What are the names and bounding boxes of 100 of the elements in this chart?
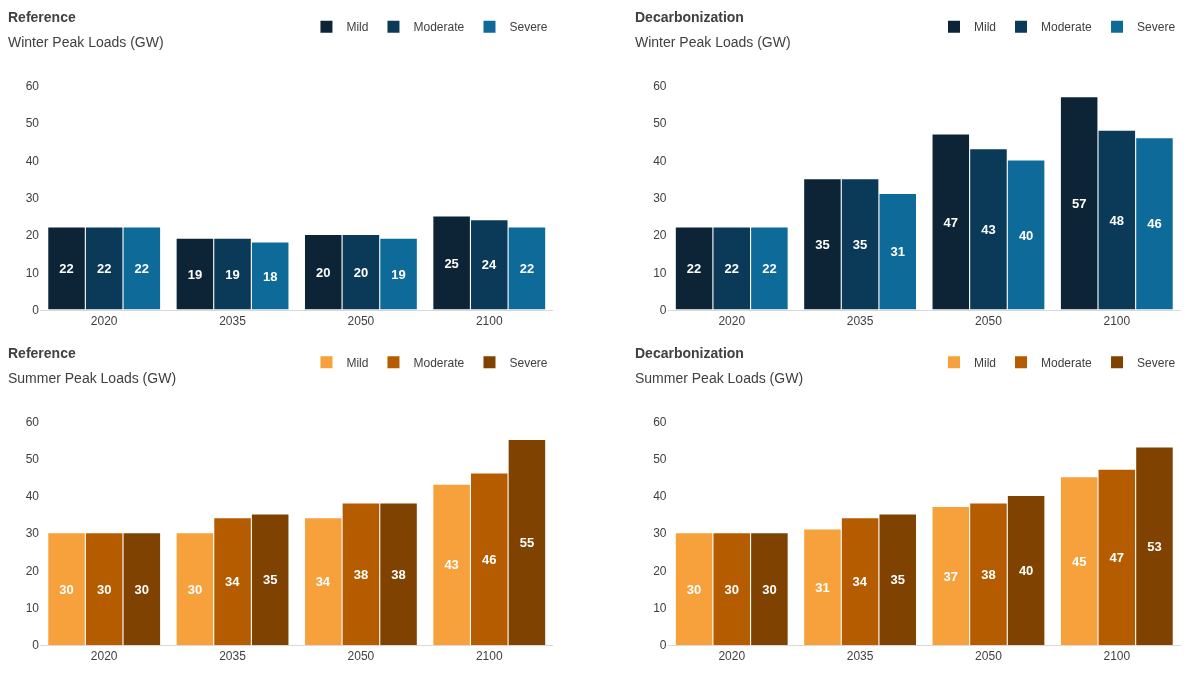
y-tick-label: 10 <box>25 600 40 615</box>
data-label: 20 <box>353 264 369 280</box>
y-tick-label: 20 <box>653 563 667 578</box>
bar <box>508 227 546 310</box>
legend-label: Severe <box>1137 20 1176 35</box>
bar <box>123 227 161 310</box>
bar <box>214 518 251 645</box>
y-tick-label: 40 <box>25 153 40 168</box>
x-tick-label: 2100 <box>475 314 503 328</box>
bar <box>433 484 470 645</box>
chart-title: Decarbonization <box>635 9 744 25</box>
legend-label: Moderate <box>1041 355 1093 370</box>
y-tick-label: 30 <box>25 526 40 541</box>
data-label: 43 <box>981 221 996 237</box>
data-label: 48 <box>1109 212 1125 228</box>
bar <box>1060 97 1098 310</box>
y-tick-label: 30 <box>25 191 40 205</box>
legend-label: Mild <box>346 20 369 35</box>
x-tick-label: 2100 <box>475 649 503 664</box>
x-tick-label: 2050 <box>975 649 1003 664</box>
bar <box>713 533 750 645</box>
y-tick-label: 40 <box>25 489 40 504</box>
data-label: 25 <box>444 255 459 271</box>
bar <box>304 518 342 645</box>
bar <box>471 473 508 645</box>
y-tick-label: 10 <box>25 265 40 280</box>
data-label: 35 <box>852 236 868 252</box>
bar <box>751 227 788 310</box>
data-label: 35 <box>815 236 830 252</box>
bar <box>380 503 417 645</box>
y-tick-label: 40 <box>653 153 667 168</box>
bar <box>932 134 970 310</box>
x-tick-label: 2050 <box>347 314 375 328</box>
data-label: 38 <box>981 566 996 582</box>
x-tick-label: 2100 <box>1103 649 1131 664</box>
data-label: 20 <box>316 264 331 280</box>
data-label: 19 <box>391 266 406 282</box>
y-tick-label: 60 <box>25 79 40 94</box>
data-label: 40 <box>1018 562 1034 578</box>
data-label: 30 <box>762 581 777 597</box>
x-tick-label: 2050 <box>975 314 1003 328</box>
data-label: 31 <box>890 244 905 260</box>
x-tick-label: 2100 <box>1103 314 1131 328</box>
bar <box>214 238 251 310</box>
bar <box>48 227 85 310</box>
data-label: 47 <box>943 214 959 230</box>
bar <box>879 194 917 310</box>
bar <box>85 533 123 645</box>
data-label: 22 <box>724 261 739 277</box>
x-tick-label: 2050 <box>347 649 375 664</box>
y-tick-label: 60 <box>653 414 667 429</box>
x-tick-label: 2020 <box>90 649 118 664</box>
data-label: 57 <box>1071 195 1087 211</box>
data-label: 45 <box>1071 553 1087 569</box>
bar <box>304 235 342 310</box>
data-label: 35 <box>890 572 905 588</box>
data-label: 24 <box>481 257 497 273</box>
bar <box>841 518 879 645</box>
data-label: 35 <box>262 572 278 588</box>
legend-label: Severe <box>1137 355 1176 370</box>
chart-subtitle: Summer Peak Loads (GW) <box>635 370 804 386</box>
x-tick-label: 2035 <box>846 649 874 664</box>
legend-label: Severe <box>509 20 548 35</box>
data-label: 38 <box>353 566 369 582</box>
bar <box>123 533 161 645</box>
data-label: 46 <box>1147 216 1162 232</box>
x-tick-label: 2020 <box>718 649 746 664</box>
chart-subtitle: Winter Peak Loads (GW) <box>635 34 791 50</box>
data-label: 31 <box>815 579 830 595</box>
data-label: 40 <box>1018 227 1034 243</box>
bar <box>1098 469 1136 645</box>
bar <box>932 507 970 645</box>
chart-subtitle: Summer Peak Loads (GW) <box>8 370 177 386</box>
data-label: 53 <box>1147 538 1162 554</box>
data-label: 22 <box>59 261 74 277</box>
bar <box>841 179 879 310</box>
legend-label: Moderate <box>1041 20 1093 35</box>
legend-label: Moderate <box>413 20 465 35</box>
data-label: 30 <box>686 581 702 597</box>
bar <box>1098 130 1136 310</box>
data-label: 30 <box>187 581 203 597</box>
bar <box>251 514 289 645</box>
y-tick-label: 30 <box>653 526 667 541</box>
x-tick-label: 2035 <box>846 314 874 328</box>
y-tick-label: 0 <box>659 638 667 653</box>
bar <box>471 220 508 310</box>
data-label: 47 <box>1109 549 1125 565</box>
bar <box>342 235 380 310</box>
x-tick-label: 2035 <box>219 314 247 328</box>
x-tick-label: 2035 <box>219 649 247 664</box>
legend-label: Mild <box>346 355 369 370</box>
data-label: 19 <box>225 266 240 282</box>
bar <box>176 238 214 310</box>
data-label: 38 <box>391 566 406 582</box>
y-tick-label: 0 <box>32 302 40 317</box>
y-tick-label: 10 <box>653 600 667 615</box>
data-label: 34 <box>315 574 331 590</box>
data-label: 30 <box>134 581 150 597</box>
data-label: 22 <box>686 261 702 277</box>
y-tick-label: 50 <box>653 116 667 131</box>
